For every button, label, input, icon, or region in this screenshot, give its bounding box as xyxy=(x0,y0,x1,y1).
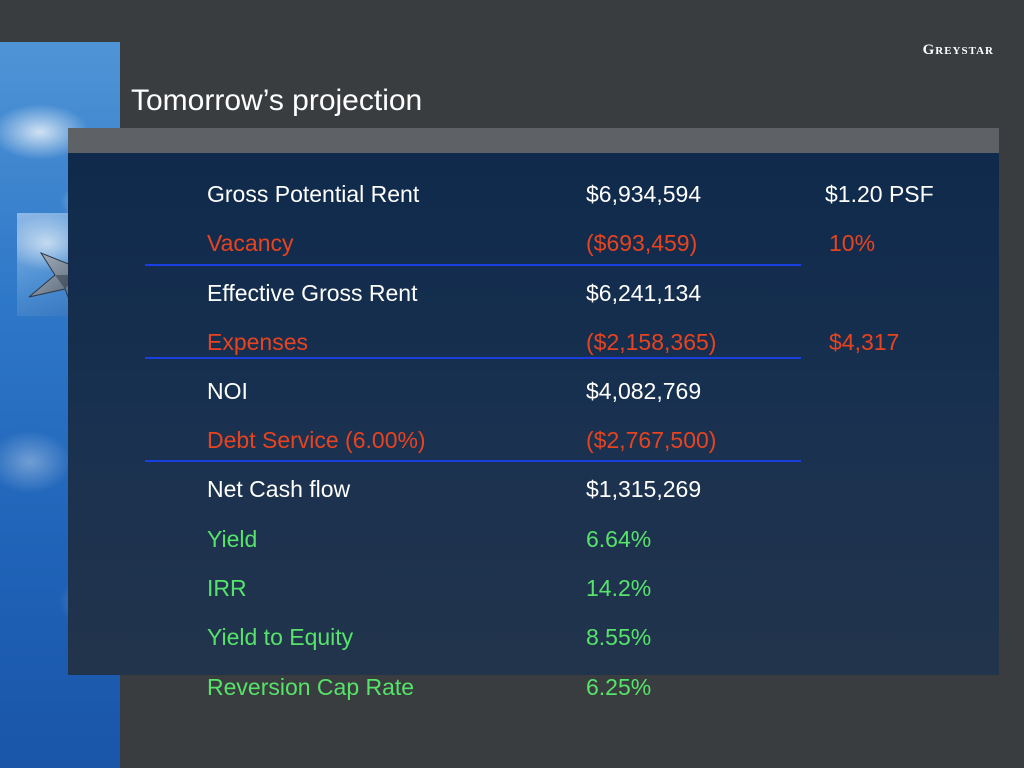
row-expenses: Expenses ($2,158,365) $4,317 xyxy=(0,327,1024,357)
row-value: ($2,158,365) xyxy=(586,329,717,355)
page-title: Tomorrow’s projection xyxy=(131,84,423,117)
row-label: Vacancy xyxy=(207,230,294,256)
row-extra: $1.20 PSF xyxy=(825,181,934,207)
row-value: 6.64% xyxy=(586,526,652,552)
row-value: $6,241,134 xyxy=(586,280,702,306)
row-value: $6,934,594 xyxy=(586,181,702,207)
separator-line xyxy=(145,357,801,359)
row-value: 14.2% xyxy=(586,575,652,601)
row-label: Reversion Cap Rate xyxy=(207,674,415,700)
row-effective-gross-rent: Effective Gross Rent $6,241,134 xyxy=(0,278,1024,308)
row-label: Gross Potential Rent xyxy=(207,181,420,207)
row-value: 8.55% xyxy=(586,624,652,650)
row-label: Debt Service (6.00%) xyxy=(207,427,426,453)
row-debt-service: Debt Service (6.00%) ($2,767,500) xyxy=(0,425,1024,455)
greystar-logo: Greystar xyxy=(922,42,994,58)
row-label: Yield xyxy=(207,526,258,552)
content-panel xyxy=(68,153,999,675)
row-vacancy: Vacancy ($693,459) 10% xyxy=(0,228,1024,258)
row-extra: 10% xyxy=(829,230,876,256)
row-net-cash-flow: Net Cash flow $1,315,269 xyxy=(0,474,1024,504)
separator-line xyxy=(145,460,801,462)
row-yield-to-equity: Yield to Equity 8.55% xyxy=(0,622,1024,652)
row-label: NOI xyxy=(207,378,248,404)
row-value: 6.25% xyxy=(586,674,652,700)
row-value: $4,082,769 xyxy=(586,378,702,404)
row-yield: Yield 6.64% xyxy=(0,524,1024,554)
panel-header-bar xyxy=(68,128,999,153)
row-label: IRR xyxy=(207,575,247,601)
row-label: Net Cash flow xyxy=(207,476,351,502)
row-value: ($2,767,500) xyxy=(586,427,717,453)
row-irr: IRR 14.2% xyxy=(0,573,1024,603)
row-value: $1,315,269 xyxy=(586,476,702,502)
row-label: Yield to Equity xyxy=(207,624,354,650)
row-extra: $4,317 xyxy=(829,329,900,355)
row-value: ($693,459) xyxy=(586,230,698,256)
row-label: Expenses xyxy=(207,329,309,355)
row-gross-potential-rent: Gross Potential Rent $6,934,594 $1.20 PS… xyxy=(0,179,1024,209)
row-reversion-cap-rate: Reversion Cap Rate 6.25% xyxy=(0,672,1024,702)
row-label: Effective Gross Rent xyxy=(207,280,418,306)
separator-line xyxy=(145,264,801,266)
row-noi: NOI $4,082,769 xyxy=(0,376,1024,406)
